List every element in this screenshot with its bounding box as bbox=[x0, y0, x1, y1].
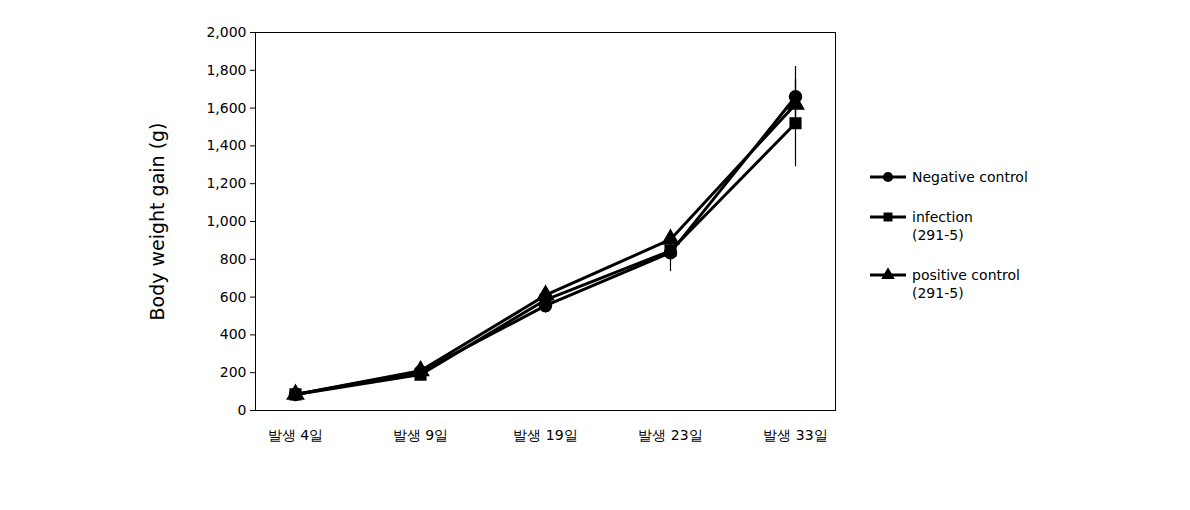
svg-text:1,800: 1,800 bbox=[206, 62, 246, 78]
svg-text:1,000: 1,000 bbox=[206, 213, 246, 229]
html-text:positive control: positive control bbox=[912, 267, 1020, 283]
svg-text:600: 600 bbox=[220, 289, 247, 305]
svg-text:발생 33일: 발생 33일 bbox=[763, 427, 827, 443]
svg-text:발생 9일: 발생 9일 bbox=[393, 427, 448, 443]
svg-text:발생 4일: 발생 4일 bbox=[268, 427, 323, 443]
svg-text:1,200: 1,200 bbox=[206, 175, 246, 191]
html-text:infection: infection bbox=[912, 209, 973, 225]
html-text:(291-5): (291-5) bbox=[912, 285, 964, 301]
svg-text:발생 19일: 발생 19일 bbox=[513, 427, 577, 443]
svg-text:발생 23일: 발생 23일 bbox=[638, 427, 702, 443]
svg-text:1,400: 1,400 bbox=[206, 137, 246, 153]
svg-text:800: 800 bbox=[220, 251, 247, 267]
svg-text:2,000: 2,000 bbox=[206, 24, 246, 40]
svg-text:0: 0 bbox=[238, 402, 247, 418]
html-text:(291-5): (291-5) bbox=[912, 227, 964, 243]
svg-text:400: 400 bbox=[220, 326, 247, 342]
svg-text:200: 200 bbox=[220, 364, 247, 380]
html-text:Negative control: Negative control bbox=[912, 169, 1028, 185]
svg-text:1,600: 1,600 bbox=[206, 100, 246, 116]
svg-text:Body weight gain (g): Body weight gain (g) bbox=[146, 122, 168, 320]
